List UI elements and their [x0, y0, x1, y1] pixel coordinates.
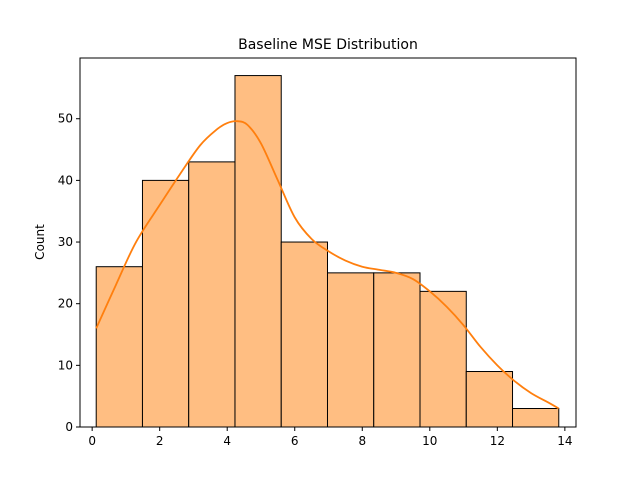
axes-layer: 0 2 4 6 8 10 12 14 0 10 20 30 40 50 — [58, 57, 577, 448]
chart-title: Baseline MSE Distribution — [238, 37, 418, 53]
y-tick-label-5: 50 — [58, 112, 73, 126]
histogram-bar-7 — [419, 290, 467, 428]
histogram-bar-8 — [465, 371, 514, 428]
y-axis-label: Count — [33, 224, 47, 260]
x-tick-label-5: 10 — [422, 434, 437, 448]
y-tick-label-0: 0 — [65, 420, 73, 434]
histogram-bar-6 — [373, 272, 421, 428]
x-tick-label-0: 0 — [88, 434, 96, 448]
y-tick-label-1: 10 — [58, 358, 73, 372]
histogram-bar-9 — [512, 408, 560, 428]
histogram-bar-3 — [234, 75, 282, 428]
x-tick-label-7: 14 — [557, 434, 572, 448]
x-tick-label-4: 8 — [358, 434, 366, 448]
bars-layer — [95, 75, 560, 428]
kde-layer — [95, 120, 560, 410]
histogram-bar-5 — [326, 272, 375, 428]
histogram-bar-0 — [95, 266, 143, 428]
x-tick-label-2: 4 — [223, 434, 231, 448]
y-tick-label-3: 30 — [58, 235, 73, 249]
y-tick-label-4: 40 — [58, 173, 73, 187]
histogram-bar-2 — [188, 161, 236, 428]
kde-line — [95, 120, 560, 410]
x-tick-label-1: 2 — [156, 434, 164, 448]
x-tick-label-3: 6 — [291, 434, 299, 448]
y-tick-label-2: 20 — [58, 297, 73, 311]
histogram-bar-4 — [280, 241, 328, 428]
histogram-bar-1 — [141, 179, 190, 428]
x-tick-label-6: 12 — [490, 434, 505, 448]
